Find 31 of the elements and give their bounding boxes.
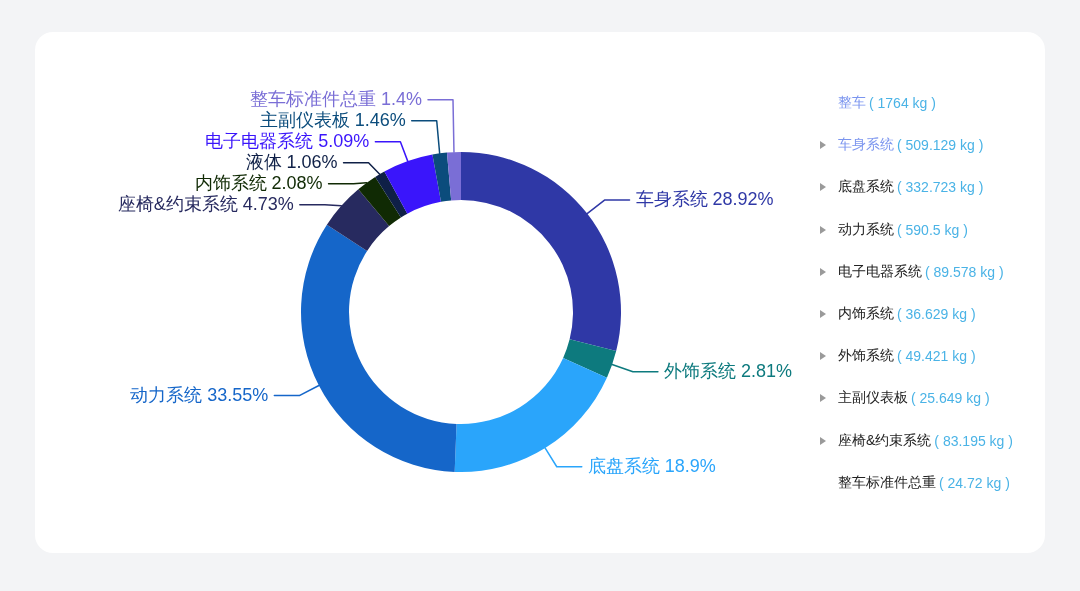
category-label: 整车标准件总重 <box>838 473 936 492</box>
category-label: 底盘系统 <box>838 178 894 197</box>
slice-label: 内饰系统 2.08% <box>194 172 323 193</box>
slice-label: 液体 1.06% <box>245 151 338 172</box>
category-label: 内饰系统 <box>838 305 894 324</box>
text: ( 36.629 kg ) <box>897 306 976 323</box>
slice-label: 整车标准件总重 1.4% <box>249 88 422 109</box>
text: ( 83.195 kg ) <box>934 432 1013 449</box>
slice-label: 电子电器系统 5.09% <box>205 130 370 151</box>
slice-label: 动力系统 33.55% <box>130 384 269 405</box>
category-label: 整车 <box>838 94 866 113</box>
slice-label: 主副仪表板 1.46% <box>259 109 406 130</box>
donut-slice <box>454 357 607 472</box>
text: ( 509.129 kg ) <box>897 137 984 154</box>
text: ( 89.578 kg ) <box>925 263 1004 280</box>
category-label: 电子电器系统 <box>838 262 922 281</box>
slice-label: 底盘系统 18.9% <box>587 455 716 476</box>
text: ( 332.723 kg ) <box>897 179 984 196</box>
category-label: 动力系统 <box>838 220 894 239</box>
slice-label: 座椅&约束系统 4.73% <box>117 193 294 214</box>
text: ( 25.649 kg ) <box>911 390 990 407</box>
text: ( 1764 kg ) <box>869 95 936 112</box>
slice-label: 车身系统 28.92% <box>635 189 774 210</box>
category-label: 座椅&约束系统 <box>838 431 932 450</box>
category-label: 车身系统 <box>838 136 894 155</box>
category-label: 主副仪表板 <box>838 389 908 408</box>
text: ( 49.421 kg ) <box>897 348 976 365</box>
text: ( 590.5 kg ) <box>897 221 968 238</box>
category-label: 外饰系统 <box>838 347 894 366</box>
text: ( 24.72 kg ) <box>939 474 1010 491</box>
slice-label: 外饰系统 2.81% <box>663 360 792 381</box>
